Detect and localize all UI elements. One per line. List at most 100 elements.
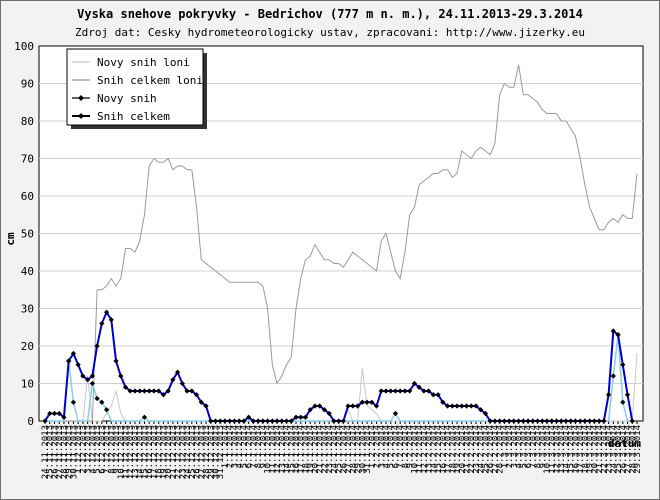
x-tick-label: 11.12.2013 xyxy=(122,425,132,479)
x-tick-label: 1.1.2014 xyxy=(221,425,231,468)
data-point xyxy=(501,418,507,424)
x-tick-label: 4.3.2014 xyxy=(515,425,525,468)
x-tick-label: 18.1.2014 xyxy=(301,425,311,474)
data-point xyxy=(193,392,200,398)
data-point xyxy=(127,388,133,394)
data-point xyxy=(317,403,323,409)
x-tick-label: 9.1.2014 xyxy=(259,425,269,468)
x-tick-label: 5.12.2013 xyxy=(93,425,103,474)
x-tick-label: 26.12.2013 xyxy=(193,425,203,479)
data-point xyxy=(103,309,110,315)
x-tick-label: 28.11.2013 xyxy=(60,425,70,479)
x-tick-label: 14.2.2014 xyxy=(429,425,439,474)
x-tick-label: 22.2.2014 xyxy=(467,425,477,474)
x-tick-label: 30.12.2013 xyxy=(211,425,221,479)
data-point xyxy=(227,418,233,424)
data-point xyxy=(463,403,470,409)
x-tick-label: 24.12.2013 xyxy=(183,425,193,479)
data-point xyxy=(141,414,148,420)
data-point xyxy=(175,369,181,375)
x-tick-label: 8.1.2014 xyxy=(254,425,264,468)
data-point xyxy=(572,418,579,424)
data-point xyxy=(350,403,356,409)
x-tick-label: 20.1.2014 xyxy=(311,425,321,474)
x-tick-label: 12.3.2014 xyxy=(552,425,562,474)
data-point xyxy=(459,403,465,409)
data-point xyxy=(426,388,432,394)
data-point xyxy=(236,418,242,424)
x-tick-label: 28.12.2013 xyxy=(202,425,212,479)
y-tick-label: 20 xyxy=(21,340,34,353)
data-point xyxy=(582,418,588,424)
data-point xyxy=(373,403,380,409)
x-tick-label: 29.1.2014 xyxy=(354,425,364,474)
x-tick-label: 2.3.2014 xyxy=(505,425,515,468)
data-point xyxy=(151,388,157,394)
y-tick-label: 0 xyxy=(27,415,34,428)
x-axis-label: datum xyxy=(608,437,641,450)
data-point xyxy=(411,380,418,387)
data-point xyxy=(511,418,517,424)
x-tick-label: 23.1.2014 xyxy=(325,425,335,474)
data-point xyxy=(246,414,252,420)
x-tick-label: 7.1.2014 xyxy=(249,425,259,468)
x-tick-label: 1.3.2014 xyxy=(500,425,510,468)
x-tick-label: 10.1.2014 xyxy=(264,425,274,474)
x-tick-label: 5.3.2014 xyxy=(519,425,529,468)
data-point xyxy=(302,414,309,420)
legend-label: Novy snih xyxy=(97,92,157,105)
x-tick-label: 2.1.2014 xyxy=(226,425,236,468)
x-tick-label: 18.12.2013 xyxy=(155,425,165,479)
x-tick-label: 14.1.2014 xyxy=(283,425,293,474)
data-point xyxy=(539,418,545,424)
x-tick-label: 13.1.2014 xyxy=(278,425,288,474)
data-point xyxy=(217,418,223,424)
data-point xyxy=(212,418,219,424)
x-tick-label: 17.2.2014 xyxy=(444,425,454,474)
x-tick-label: 25.12.2013 xyxy=(188,425,198,479)
x-tick-label: 22.12.2013 xyxy=(174,425,184,479)
data-point xyxy=(364,399,370,405)
x-tick-label: 19.3.2014 xyxy=(586,425,596,474)
data-point xyxy=(103,407,110,413)
x-tick-label: 6.12.2013 xyxy=(98,425,108,474)
data-point xyxy=(563,418,569,424)
x-tick-label: 12.1.2014 xyxy=(273,425,283,474)
x-tick-label: 30.1.2014 xyxy=(358,425,368,474)
data-point xyxy=(610,328,616,334)
y-tick-label: 50 xyxy=(21,228,34,241)
x-tick-label: 7.2.2014 xyxy=(396,425,406,468)
x-tick-label: 9.12.2013 xyxy=(112,425,122,474)
data-point xyxy=(359,399,365,405)
data-point xyxy=(269,418,275,424)
x-tick-label: 10.12.2013 xyxy=(117,425,127,479)
data-point xyxy=(392,388,399,394)
data-point xyxy=(260,418,266,424)
data-point xyxy=(416,384,422,390)
data-point xyxy=(70,350,77,357)
x-tick-label: 12.12.2013 xyxy=(126,425,136,479)
x-tick-label: 14.3.2014 xyxy=(562,425,572,474)
data-point xyxy=(577,418,583,424)
x-tick-label: 31.12.2013 xyxy=(216,425,226,479)
x-tick-label: 16.1.2014 xyxy=(292,425,302,474)
x-tick-label: 3.3.2014 xyxy=(510,425,520,468)
data-point xyxy=(189,388,195,394)
x-tick-label: 16.3.2014 xyxy=(571,425,581,474)
x-tick-label: 6.1.2014 xyxy=(245,425,255,468)
x-tick-label: 27.11.2013 xyxy=(55,425,65,479)
x-tick-label: 26.11.2013 xyxy=(50,425,60,479)
x-tick-label: 23.3.2014 xyxy=(605,425,615,474)
data-point xyxy=(94,343,100,349)
data-point xyxy=(66,358,72,364)
data-point xyxy=(141,388,148,394)
data-point xyxy=(279,418,285,424)
data-point xyxy=(340,418,346,424)
data-point xyxy=(591,418,597,424)
x-tick-label: 23.12.2013 xyxy=(178,425,188,479)
x-tick-label: 22.1.2014 xyxy=(320,425,330,474)
x-tick-label: 15.2.2014 xyxy=(434,425,444,474)
x-tick-label: 4.12.2013 xyxy=(88,425,98,474)
x-tick-label: 5.1.2014 xyxy=(240,425,250,468)
